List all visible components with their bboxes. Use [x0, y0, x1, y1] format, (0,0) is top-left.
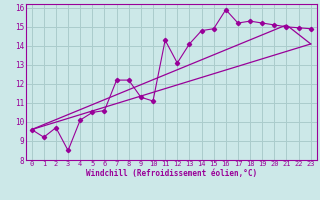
X-axis label: Windchill (Refroidissement éolien,°C): Windchill (Refroidissement éolien,°C) — [86, 169, 257, 178]
